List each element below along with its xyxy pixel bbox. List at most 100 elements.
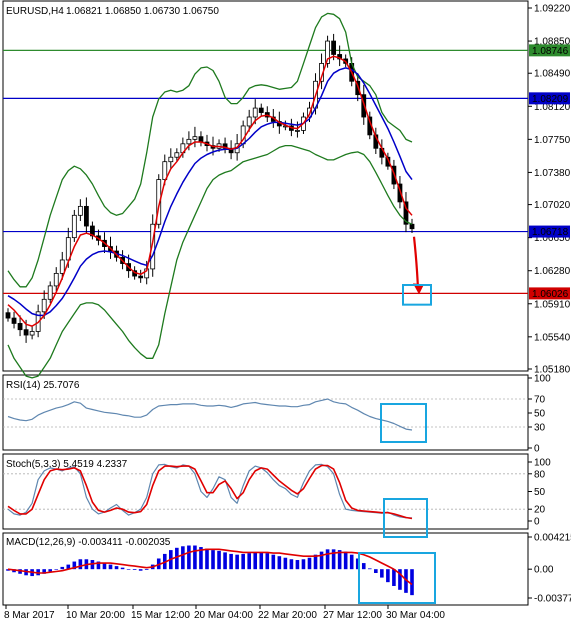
macd-tick-label: 0.004215 — [534, 533, 571, 544]
macd-histogram-bar — [392, 569, 396, 586]
candle-body — [150, 223, 156, 270]
price-tick-label: 1.08490 — [534, 69, 571, 80]
macd-histogram-bar — [343, 551, 348, 570]
time-tick-label: 8 Mar 2017 — [4, 610, 55, 621]
macd-histogram-bar — [120, 567, 125, 570]
macd-histogram-bar — [325, 549, 330, 570]
macd-histogram-bar — [181, 546, 185, 570]
macd-histogram-bar — [398, 569, 402, 590]
macd-histogram-bar — [380, 569, 384, 578]
macd-layer — [6, 545, 436, 604]
candle-body — [385, 156, 391, 167]
macd-histogram-bar — [301, 559, 306, 570]
macd-histogram-bar — [247, 553, 251, 570]
level-price-tag — [529, 92, 570, 105]
slow-ma-line — [7, 67, 413, 317]
macd-histogram-bar — [211, 550, 215, 570]
macd-histogram-bar — [193, 545, 197, 570]
macd-histogram-bar — [132, 569, 137, 570]
time-tick-label: 22 Mar 20:00 — [258, 610, 317, 621]
stoch-tick-label: 50 — [534, 487, 546, 498]
rsi-panel[interactable] — [2, 374, 529, 451]
price-panel[interactable] — [2, 0, 529, 372]
candle-body — [71, 214, 77, 239]
candle-body — [246, 116, 252, 127]
macd-histogram-bar — [66, 564, 71, 570]
macd-histogram-bar — [410, 569, 414, 596]
candle-body — [47, 285, 53, 300]
macd-histogram-bar — [265, 553, 270, 570]
macd-histogram-bar — [138, 569, 143, 571]
macd-histogram-bar — [349, 554, 354, 570]
candle-body — [192, 136, 198, 140]
rsi-tick-label: 30 — [534, 423, 546, 434]
macd-histogram-bar — [337, 550, 342, 570]
macd-tick-label: 0.00 — [534, 565, 554, 576]
level-price-label: 1.06026 — [532, 289, 569, 300]
candle-body — [41, 298, 47, 313]
price-tick-label: 1.09220 — [534, 4, 571, 15]
bollinger-upper-line — [7, 12, 413, 288]
macd-histogram-bar — [60, 566, 65, 570]
price-tick-label: 1.07020 — [534, 200, 571, 211]
stoch-panel[interactable] — [2, 453, 529, 530]
level-price-tag — [529, 44, 570, 57]
candle-body — [409, 223, 415, 230]
stoch-highlight-box — [383, 498, 428, 538]
candle-body — [222, 143, 228, 149]
macd-histogram-bar — [205, 548, 209, 570]
macd-histogram-bar — [386, 569, 390, 583]
candle-body — [53, 272, 59, 287]
macd-histogram-bar — [42, 569, 46, 574]
candle-body — [5, 312, 11, 319]
candle-body — [198, 136, 204, 143]
level-price-tag — [529, 225, 570, 238]
macd-histogram-bar — [313, 554, 318, 570]
macd-histogram-bar — [54, 569, 59, 570]
price-tick-label: 1.06650 — [534, 233, 571, 244]
macd-histogram-bar — [102, 563, 107, 570]
candle-body — [29, 331, 35, 336]
stoch-tick-label: 20 — [534, 505, 546, 516]
macd-histogram-bar — [271, 554, 276, 570]
level-price-label: 1.08746 — [532, 46, 569, 57]
candle-body — [17, 323, 23, 331]
candle-body — [331, 40, 337, 55]
macd-histogram-bar — [48, 569, 53, 572]
candle-body — [23, 329, 29, 336]
macd-histogram-bar — [355, 558, 360, 570]
bollinger-lower-line — [7, 144, 413, 379]
level-price-tag — [529, 287, 570, 300]
macd-histogram-bar — [361, 563, 366, 570]
macd-histogram-bar — [108, 564, 113, 570]
macd-histogram-bar — [283, 557, 288, 570]
price-tick-label: 1.05180 — [534, 365, 571, 376]
macd-histogram-bar — [374, 569, 378, 574]
macd-histogram-bar — [96, 561, 101, 570]
candle-body — [77, 205, 83, 216]
macd-histogram-bar — [277, 556, 282, 570]
level-price-label: 1.06718 — [532, 227, 569, 238]
axis-layer: 1.09220 1.08850 1.08490 1.08120 1.07750 1.073… — [4, 4, 571, 622]
target-highlight-box — [402, 284, 432, 306]
macd-histogram-bar — [367, 568, 372, 570]
macd-histogram-bar — [295, 560, 300, 570]
macd-label: MACD(12,26,9) -0.003411 -0.002035 — [6, 537, 171, 548]
candle-body — [11, 317, 17, 324]
candle-body — [162, 161, 168, 180]
macd-histogram-bar — [319, 551, 324, 570]
macd-signal-line — [7, 548, 413, 586]
macd-histogram-bar — [187, 545, 191, 570]
price-tick-label: 1.05910 — [534, 299, 571, 310]
time-tick-label: 27 Mar 12:00 — [323, 610, 382, 621]
macd-histogram-bar — [199, 547, 203, 570]
macd-histogram-bar — [404, 569, 408, 593]
price-layer — [3, 12, 528, 379]
rsi-tick-label: 70 — [534, 395, 546, 406]
candle-body — [174, 152, 180, 158]
macd-histogram-bar — [331, 549, 336, 570]
macd-histogram-bar — [229, 553, 233, 570]
candle-body — [228, 147, 234, 154]
rsi-layer — [3, 398, 528, 443]
